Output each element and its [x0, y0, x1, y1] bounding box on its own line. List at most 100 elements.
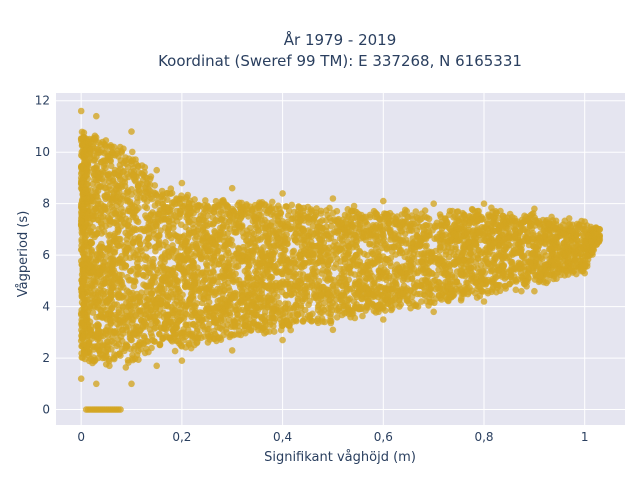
data-point [407, 305, 414, 312]
data-point [99, 355, 106, 362]
data-point [152, 182, 159, 189]
data-point [426, 216, 433, 223]
data-point [402, 207, 409, 214]
data-point [269, 199, 276, 206]
data-point [203, 309, 210, 316]
data-point [169, 190, 176, 197]
data-point [84, 215, 91, 222]
data-point [329, 283, 336, 290]
data-point [113, 186, 120, 193]
data-point [451, 231, 458, 238]
data-point [465, 264, 472, 271]
data-point [229, 206, 236, 213]
data-point [162, 252, 169, 259]
data-point [479, 268, 486, 275]
data-point [364, 291, 371, 298]
data-point [387, 210, 394, 217]
data-point [219, 300, 226, 307]
data-point [511, 233, 518, 240]
data-point [158, 194, 165, 201]
data-point [142, 164, 149, 171]
data-point [507, 267, 514, 274]
data-point [305, 301, 312, 308]
data-point [124, 343, 131, 350]
data-point [191, 281, 198, 288]
data-point [530, 250, 537, 257]
data-point [194, 328, 201, 335]
data-point [195, 203, 202, 210]
data-point [155, 200, 162, 207]
data-point [212, 229, 219, 236]
data-point [161, 259, 168, 266]
data-point [572, 257, 579, 264]
data-point [144, 181, 151, 188]
data-point [95, 278, 102, 285]
data-point [204, 293, 211, 300]
data-point [99, 314, 106, 321]
data-point [118, 216, 125, 223]
data-point [367, 240, 374, 247]
data-point [201, 333, 208, 340]
data-point [347, 295, 354, 302]
data-point [317, 240, 324, 247]
data-point [155, 270, 162, 277]
data-point [142, 257, 149, 264]
data-point [117, 256, 124, 263]
data-point [362, 218, 369, 225]
data-point [447, 268, 454, 275]
data-point [287, 286, 294, 293]
data-point [551, 224, 558, 231]
data-point [591, 247, 598, 254]
data-point [398, 247, 405, 254]
data-point [142, 283, 149, 290]
data-point [111, 257, 118, 264]
data-point [93, 192, 100, 199]
data-point [108, 163, 115, 170]
data-point [437, 211, 444, 218]
data-point [357, 222, 364, 229]
data-point [404, 276, 411, 283]
data-point [164, 204, 171, 211]
data-point [451, 221, 458, 228]
data-point [205, 339, 212, 346]
data-point [205, 203, 212, 210]
data-point [427, 299, 434, 306]
data-point [321, 319, 328, 326]
data-point [344, 263, 351, 270]
data-point [245, 241, 252, 248]
data-point [306, 316, 313, 323]
data-point [272, 243, 279, 250]
data-point [145, 241, 152, 248]
data-point [115, 278, 122, 285]
data-point [550, 217, 557, 224]
data-point [80, 250, 87, 257]
data-point [219, 199, 226, 206]
data-point [355, 290, 362, 297]
data-point [261, 324, 268, 331]
data-point [493, 210, 500, 217]
data-point [458, 215, 465, 222]
data-point [268, 274, 275, 281]
data-point [309, 266, 316, 273]
data-point [354, 280, 361, 287]
data-point [142, 212, 149, 219]
data-point [105, 296, 112, 303]
data-point [191, 196, 198, 203]
data-point [135, 163, 142, 170]
data-point [485, 261, 492, 268]
data-point [231, 229, 238, 236]
data-point [359, 296, 366, 303]
data-point [324, 231, 331, 238]
data-point [367, 232, 374, 239]
data-point [267, 321, 274, 328]
data-point [102, 206, 109, 213]
data-point [198, 256, 205, 263]
data-point [315, 303, 322, 310]
data-point [292, 237, 299, 244]
data-point [428, 270, 435, 277]
data-point [242, 308, 249, 315]
data-point [416, 283, 423, 290]
data-point [268, 283, 275, 290]
data-point [172, 271, 179, 278]
